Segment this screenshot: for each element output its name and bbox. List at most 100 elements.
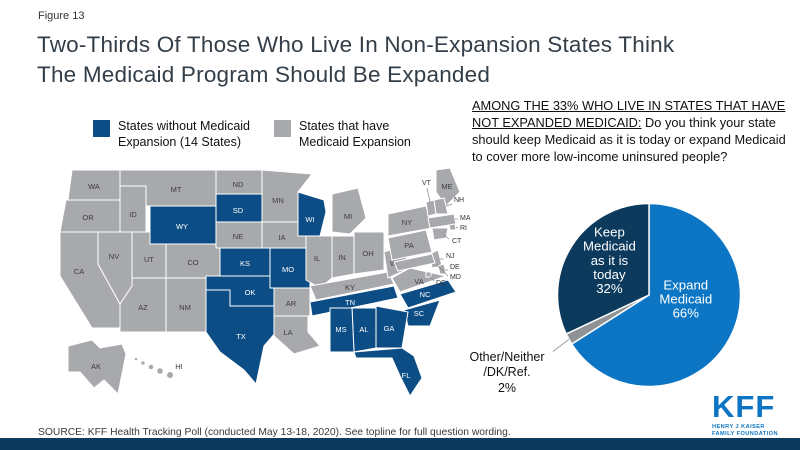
state-label-CA: CA	[74, 267, 84, 276]
state-label-AK: AK	[91, 362, 101, 371]
callout-label-NH: NH	[454, 197, 464, 204]
state-label-SC: SC	[414, 309, 425, 318]
state-label-MS: MS	[335, 325, 346, 334]
callout-label-MA: MA	[460, 215, 471, 222]
state-label-ND: ND	[233, 180, 244, 189]
state-NC	[399, 279, 457, 309]
state-label-NY: NY	[402, 218, 412, 227]
kff-logo-text: KFF	[712, 389, 776, 424]
footer-bar	[0, 438, 800, 450]
legend-label-expansion: States that have Medicaid Expansion	[299, 119, 411, 149]
state-label-AL: AL	[359, 325, 368, 334]
state-label-NE: NE	[233, 232, 243, 241]
state-label-MT: MT	[171, 185, 182, 194]
state-label-NM: NM	[179, 303, 191, 312]
state-label-IL: IL	[314, 254, 320, 263]
callout-label-NJ: NJ	[446, 253, 455, 260]
state-MD	[393, 253, 436, 272]
state-label-MI: MI	[344, 212, 352, 221]
state-RI	[448, 223, 457, 231]
state-MI	[331, 187, 367, 235]
state-HI-island	[148, 364, 154, 370]
figure-title: Two-Thirds Of Those Who Live In Non-Expa…	[37, 30, 674, 89]
kff-logo-subtext-line1: HENRY J KAISER	[712, 424, 765, 430]
state-ME	[435, 167, 461, 207]
figure-title-line2: The Medicaid Program Should Be Expanded	[37, 61, 491, 87]
pie-other-line1: Other/Neither	[469, 350, 545, 364]
state-label-UT: UT	[144, 255, 154, 264]
pie-other-label: Other/Neither /DK/Ref. 2%	[455, 350, 559, 396]
figure-number: Figure 13	[38, 10, 85, 22]
state-TX	[205, 289, 277, 386]
legend-item-non-expansion: States without Medicaid Expansion (14 St…	[93, 119, 260, 151]
state-AK	[67, 339, 127, 396]
kff-logo-subtext: HENRY J KAISER FAMILY FOUNDATION	[712, 424, 778, 439]
state-LA	[273, 315, 321, 355]
state-label-TN: TN	[345, 298, 355, 307]
state-label-ME: ME	[441, 182, 452, 191]
state-KY	[309, 271, 395, 301]
state-HI-island	[156, 367, 164, 375]
state-label-WI: WI	[305, 215, 314, 224]
figure-title-line1: Two-Thirds Of Those Who Live In Non-Expa…	[37, 32, 675, 57]
state-label-OK: OK	[245, 288, 256, 297]
state-label-OH: OH	[362, 249, 373, 258]
legend-label-non-expansion: States without Medicaid Expansion (14 St…	[118, 119, 251, 149]
state-label-SD: SD	[233, 206, 244, 215]
state-OH	[353, 231, 385, 275]
kff-logo-subtext-line2: FAMILY FOUNDATION	[712, 431, 778, 438]
callout-label-DC: DC	[436, 280, 446, 287]
legend-swatch-expansion	[274, 120, 291, 137]
state-VA	[391, 267, 448, 293]
state-PA	[387, 229, 433, 261]
state-HI-island	[140, 360, 146, 366]
state-label-AR: AR	[286, 299, 297, 308]
state-label-CO: CO	[187, 258, 198, 267]
state-HI-island	[134, 357, 138, 361]
survey-question-intro: AMONG THE 33% WHO LIVE IN STATES THAT HA…	[472, 98, 786, 130]
pie-label-expand: Expand Medicaid 66%	[659, 277, 712, 320]
callout-label-MD: MD	[450, 274, 461, 281]
state-CT	[431, 227, 449, 241]
state-label-OR: OR	[82, 213, 94, 222]
state-label-PA: PA	[404, 241, 413, 250]
legend-item-expansion: States that have Medicaid Expansion	[274, 119, 419, 151]
state-label-IA: IA	[278, 233, 285, 242]
state-NH	[433, 197, 449, 215]
state-label-IN: IN	[338, 253, 346, 262]
pie-slice-expand	[570, 202, 742, 388]
legend-swatch-non-expansion	[93, 120, 110, 137]
state-label-WA: WA	[88, 182, 100, 191]
survey-question-body: Do you think your state should keep Medi…	[472, 114, 786, 164]
state-label-NC: NC	[420, 290, 431, 299]
callout-label-VT: VT	[422, 180, 432, 187]
state-HI-island	[166, 371, 174, 379]
source-note: SOURCE: KFF Health Tracking Poll (conduc…	[38, 427, 511, 438]
state-label-KY: KY	[345, 283, 355, 292]
state-ID	[119, 185, 147, 233]
callout-label-CT: CT	[452, 238, 462, 245]
pie-other-line3: 2%	[497, 380, 517, 395]
pie-other-line2: /DK/Ref.	[483, 365, 531, 380]
callout-label-DE: DE	[450, 264, 460, 271]
pie-slice-keep	[556, 202, 650, 335]
state-label-VA: VA	[414, 277, 423, 286]
kff-logo: KFF HENRY J KAISER FAMILY FOUNDATION	[712, 391, 778, 439]
state-label-LA: LA	[283, 328, 292, 337]
pie-label-keep: Keep Medicaid as it is today 32%	[583, 225, 636, 297]
map-legend: States without Medicaid Expansion (14 St…	[93, 119, 419, 151]
state-FL	[353, 347, 423, 397]
pie-other-pointer-line	[552, 338, 570, 352]
us-choropleth-map: WA OR CA MT ID NV UT WY CO AZ NM ND SD NE KS OK TX MN IA MO…	[59, 167, 471, 397]
state-label-AZ: AZ	[138, 303, 148, 312]
state-AR	[273, 287, 311, 317]
state-WI	[297, 191, 327, 237]
state-label-GA: GA	[384, 324, 395, 333]
state-label-NV: NV	[109, 252, 119, 261]
state-label-MN: MN	[272, 196, 284, 205]
survey-question: AMONG THE 33% WHO LIVE IN STATES THAT HA…	[472, 98, 794, 166]
state-label-KS: KS	[240, 259, 250, 268]
state-label-WY: WY	[176, 222, 188, 231]
state-label-TX: TX	[236, 332, 246, 341]
